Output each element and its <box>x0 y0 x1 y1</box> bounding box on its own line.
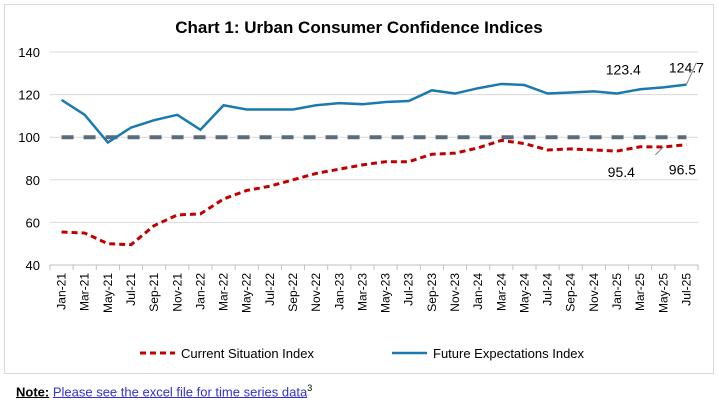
x-tick-label: Mar-24 <box>494 273 508 311</box>
x-tick-label: Sep-24 <box>564 273 578 312</box>
x-tick-label: Mar-21 <box>78 273 92 311</box>
note-label: Note: <box>16 384 50 400</box>
x-tick-label: Jul-25 <box>679 273 693 306</box>
x-tick-label: Nov-22 <box>309 273 323 312</box>
x-tick-label: Mar-25 <box>633 273 647 311</box>
x-tick-label: May-24 <box>517 273 531 313</box>
x-tick-label: Jan-22 <box>193 273 207 310</box>
y-tick-label: 100 <box>18 130 40 145</box>
x-tick-label: Mar-23 <box>355 273 369 311</box>
series-line-future-expectations <box>60 82 687 145</box>
y-tick-label: 140 <box>18 45 40 60</box>
x-tick-label: May-23 <box>379 273 393 313</box>
data-label: 124.7 <box>669 60 704 76</box>
excel-link[interactable]: Please see the excel file for time serie… <box>52 384 308 400</box>
label-leader <box>685 62 697 85</box>
x-tick-label: May-22 <box>240 273 254 313</box>
chart-title: Chart 1: Urban Consumer Confidence Indic… <box>175 18 542 37</box>
x-tick-label: Mar-22 <box>217 273 231 311</box>
footnote-ref: 3 <box>307 383 313 393</box>
y-tick-label: 120 <box>18 88 40 103</box>
footnote: Note: Please see the excel file for time… <box>16 383 312 399</box>
x-tick-label: Jan-23 <box>332 273 346 310</box>
data-label: 123.4 <box>606 61 641 77</box>
x-tick-label: Jan-21 <box>55 273 69 310</box>
legend-label-future: Future Expectations Index <box>433 346 585 361</box>
x-tick-label: Jul-21 <box>124 273 138 306</box>
label-leader <box>654 146 664 156</box>
x-tick-label: May-25 <box>656 273 670 313</box>
series-line-current-situation <box>61 138 687 247</box>
data-label: 96.5 <box>669 162 696 178</box>
line-chart: Chart 1: Urban Consumer Confidence Indic… <box>18 18 704 361</box>
chart-frame <box>4 4 714 374</box>
x-tick-label: Jul-24 <box>541 273 555 306</box>
x-tick-label: May-21 <box>101 273 115 313</box>
data-label: 95.4 <box>608 164 635 180</box>
x-tick-label: Sep-21 <box>147 273 161 312</box>
legend-label-current: Current Situation Index <box>181 346 314 361</box>
y-tick-label: 40 <box>26 258 40 273</box>
y-tick-label: 80 <box>26 173 40 188</box>
x-tick-label: Jul-23 <box>402 273 416 306</box>
x-tick-label: Nov-23 <box>448 273 462 312</box>
x-tick-label: Jul-22 <box>263 273 277 306</box>
x-tick-label: Sep-22 <box>286 273 300 312</box>
x-tick-label: Nov-21 <box>170 273 184 312</box>
x-tick-label: Jan-24 <box>471 273 485 310</box>
x-tick-label: Jan-25 <box>610 273 624 310</box>
y-tick-label: 60 <box>26 215 40 230</box>
x-tick-label: Nov-24 <box>587 273 601 312</box>
x-tick-label: Sep-23 <box>425 273 439 312</box>
